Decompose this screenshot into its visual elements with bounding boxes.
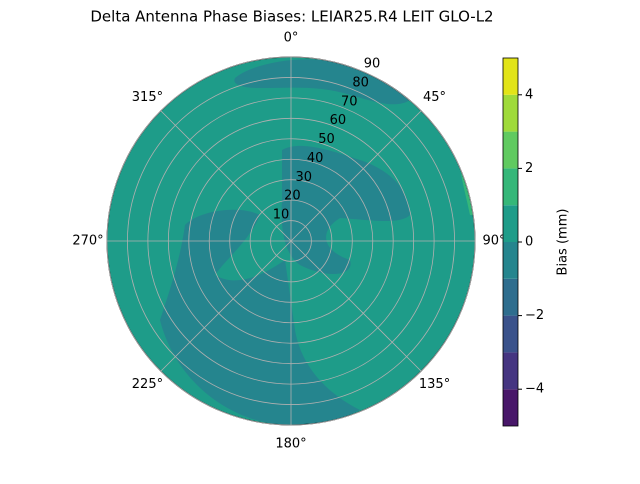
colorbar-band	[503, 389, 518, 426]
colorbar-band	[503, 168, 518, 206]
r-tick-label: 20	[284, 189, 301, 204]
theta-tick-label: 45°	[423, 90, 446, 105]
colorbar-band	[503, 242, 518, 279]
r-tick-label: 50	[318, 132, 335, 147]
theta-tick-label: 225°	[132, 377, 163, 392]
grid-spoke	[160, 240, 292, 372]
colorbar-band	[503, 94, 518, 132]
r-tick-label: 70	[341, 94, 358, 109]
contour-region	[160, 209, 360, 425]
theta-tick-label: 180°	[275, 437, 306, 452]
theta-tick-label: 0°	[284, 31, 299, 46]
colorbar-band	[503, 278, 518, 316]
colorbar-band	[503, 58, 518, 95]
r-tick-label: 80	[352, 75, 369, 90]
theta-tick-label: 135°	[419, 377, 450, 392]
contour-region	[234, 59, 410, 105]
r-tick-label: 10	[273, 208, 290, 223]
colorbar-band	[503, 205, 518, 242]
chart-title: Delta Antenna Phase Biases: LEIAR25.R4 L…	[90, 8, 493, 26]
colorbar-tick-label: −2	[525, 308, 544, 323]
grid-spoke	[160, 110, 292, 242]
colorbar-tick-label: 2	[525, 161, 533, 176]
contour-region	[281, 145, 410, 275]
colorbar-tick-label: 0	[525, 235, 533, 250]
grid-spoke	[290, 240, 422, 372]
r-tick-label: 90	[364, 57, 381, 72]
theta-tick-label: 270°	[72, 234, 103, 249]
colorbar-band	[503, 131, 518, 169]
theta-tick-label: 90°	[482, 234, 505, 249]
colorbar-band	[503, 352, 518, 390]
colorbar-band	[503, 315, 518, 353]
r-tick-label: 60	[330, 113, 347, 128]
r-tick-label: 40	[307, 151, 324, 166]
r-tick-label: 30	[295, 170, 312, 185]
colorbar-tick-label: 4	[525, 87, 533, 102]
theta-tick-label: 315°	[132, 90, 163, 105]
colorbar-tick-label: −4	[525, 382, 544, 397]
colorbar-label: Bias (mm)	[556, 209, 571, 276]
grid-spoke	[290, 110, 422, 242]
